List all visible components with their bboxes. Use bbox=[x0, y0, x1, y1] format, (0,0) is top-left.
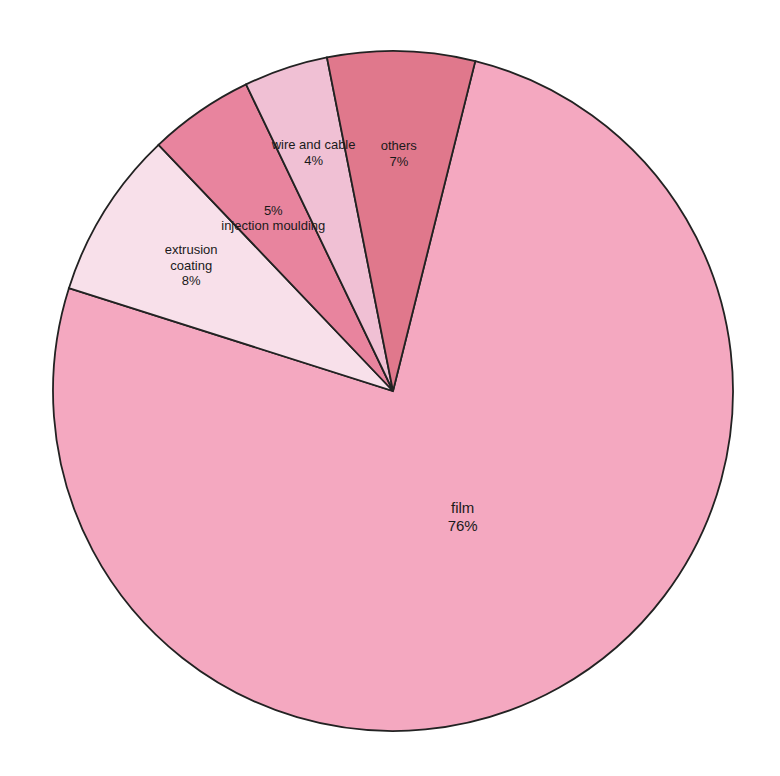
svg-text:extrusioncoating8%: extrusioncoating8% bbox=[165, 242, 218, 288]
svg-text:5%injection moulding: 5%injection moulding bbox=[221, 202, 325, 233]
svg-text:film76%: film76% bbox=[448, 498, 478, 533]
svg-text:wire and cable4%: wire and cable4% bbox=[271, 137, 356, 168]
svg-text:others7%: others7% bbox=[381, 138, 418, 169]
